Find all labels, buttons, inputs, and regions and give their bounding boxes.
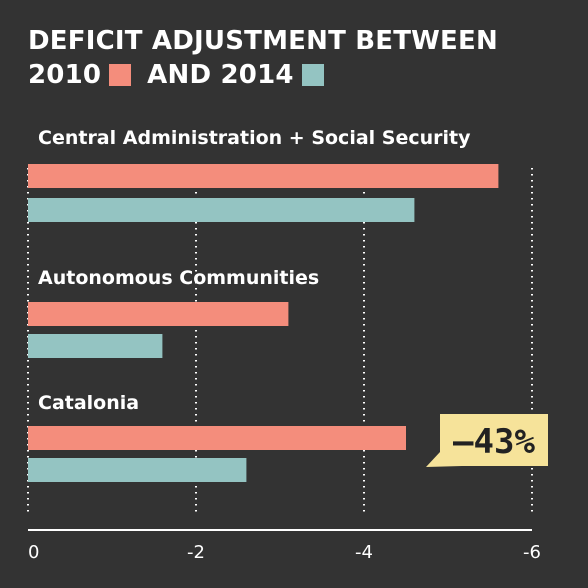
legend-swatch-2010 [109, 64, 132, 86]
legend-swatch-2014 [301, 64, 324, 86]
x-tick-label: 0 [28, 542, 39, 563]
category-label: Central Administration + Social Security [38, 127, 471, 149]
x-tick-label: -4 [355, 542, 373, 563]
chart-title-line2: 2010 AND 2014 [28, 60, 340, 90]
chart-title-line1: DEFICIT ADJUSTMENT BETWEEN [28, 26, 498, 56]
legend-label-2010: 2010 [28, 60, 102, 90]
bar-2010 [28, 302, 289, 326]
bar-2010 [28, 164, 499, 188]
category-label: Catalonia [38, 392, 139, 414]
bar-2010 [28, 426, 406, 450]
bar-2014 [28, 198, 415, 222]
category-label: Autonomous Communities [38, 267, 319, 289]
legend-label-2014: AND 2014 [147, 60, 294, 90]
annotation-callout-text: –43% [453, 422, 535, 462]
bar-2014 [28, 458, 247, 482]
x-tick-label: -2 [187, 542, 205, 563]
annotation-callout-box [426, 414, 548, 467]
x-tick-label: -6 [523, 542, 541, 563]
bar-2014 [28, 334, 163, 358]
